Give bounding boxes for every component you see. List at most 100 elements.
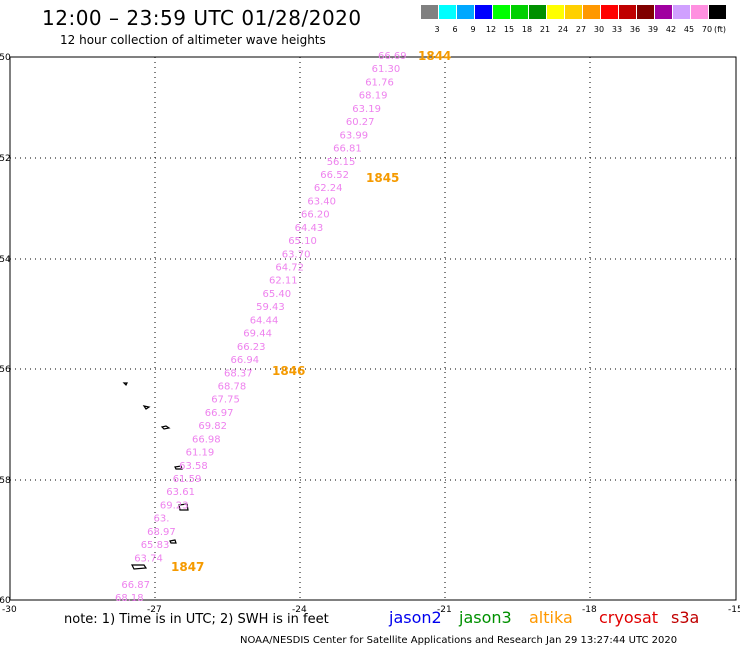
wave-height-label: 63.19 (352, 104, 381, 115)
legend-swatch (619, 5, 636, 19)
legend-swatch (457, 5, 474, 19)
legend-value: 36 (629, 25, 641, 34)
wave-height-label: 62.24 (314, 183, 343, 194)
satellite-cryosat: cryosat (599, 608, 659, 627)
wave-height-label: 68.97 (147, 527, 176, 538)
legend-swatch (709, 5, 726, 19)
wave-height-label: 66.69 (378, 51, 407, 62)
wave-height-label: 69.82 (198, 421, 227, 432)
wave-height-label: 65.83 (141, 540, 170, 551)
legend-value: 27 (575, 25, 587, 34)
wave-height-label: 61.30 (372, 64, 401, 75)
legend-swatch (529, 5, 546, 19)
map-frame (9, 56, 737, 601)
wave-height-label: 66.20 (301, 210, 330, 221)
satellite-s3a: s3a (671, 608, 700, 627)
wave-height-label: 62.11 (269, 276, 298, 287)
wave-height-label: 61.19 (186, 448, 215, 459)
wave-height-label: 63.70 (282, 249, 311, 260)
pass-number: 1847 (171, 560, 204, 574)
lon-label: -30 (2, 605, 17, 615)
satellite-jason3: jason3 (459, 608, 512, 627)
legend-swatch (565, 5, 582, 19)
legend-swatch (655, 5, 672, 19)
legend-swatch (493, 5, 510, 19)
lat-label: -50 (0, 53, 11, 63)
wave-height-label: 63.74 (134, 553, 163, 564)
pass-number: 1846 (272, 364, 305, 378)
lat-label: -54 (0, 255, 11, 265)
wave-height-label: 64.43 (295, 223, 324, 234)
wave-height-label: 63. (154, 514, 170, 525)
legend-swatch (637, 5, 654, 19)
legend-swatch (511, 5, 528, 19)
satellite-jason2: jason2 (389, 608, 442, 627)
wave-height-label: 65.40 (263, 289, 292, 300)
wave-height-label: 61.76 (365, 77, 394, 88)
lon-label: -27 (147, 605, 162, 615)
legend-value: 15 (503, 25, 515, 34)
wave-height-label: 68.78 (218, 382, 247, 393)
satellite-altika: altika (529, 608, 573, 627)
legend-value: 33 (611, 25, 623, 34)
map-subtitle: 12 hour collection of altimeter wave hei… (60, 33, 326, 47)
wave-height-label: 64.72 (275, 263, 304, 274)
lat-label: -52 (0, 154, 11, 164)
lon-label: -21 (437, 605, 452, 615)
pass-number: 1845 (366, 171, 399, 185)
wave-height-track: 66.69 61.30 61.76 68.19 63.19 60.27 63.99 66.81… (115, 51, 407, 604)
wave-height-label: 63.40 (307, 196, 336, 207)
map-title: 12:00 – 23:59 UTC 01/28/2020 (42, 6, 362, 30)
island-outlines (122, 382, 189, 570)
legend-swatch (421, 5, 438, 19)
wave-height-label: 61.59 (173, 474, 202, 485)
legend-swatch (583, 5, 600, 19)
credit-line: NOAA/NESDIS Center for Satellite Applica… (240, 635, 678, 646)
legend-swatch (439, 5, 456, 19)
legend-value: 42 (665, 25, 677, 34)
lat-label: -60 (0, 596, 11, 606)
wave-height-label: 63.61 (166, 487, 195, 498)
wave-height-label: 63.58 (179, 461, 208, 472)
wave-height-label: 69.23 (160, 501, 189, 512)
wave-height-label: 68.37 (224, 368, 253, 379)
legend-value: 3 (434, 25, 440, 34)
axis-labels: -50 -52 -54 -56 -58 -60-30 -27 -24 -21 -18 -15 (0, 53, 740, 615)
lon-label: -24 (292, 605, 307, 615)
pass-number: 1844 (418, 49, 451, 63)
lat-label: -56 (0, 365, 11, 375)
wave-height-label: 68.19 (359, 91, 388, 102)
legend-value: 21 (539, 25, 551, 34)
legend-value: 39 (647, 25, 659, 34)
legend-unit: (ft) (714, 25, 727, 34)
legend-value: 9 (470, 25, 476, 34)
wave-height-label: 68.18 (115, 593, 144, 604)
legend-value: 6 (452, 25, 458, 34)
pass-number-labels: 1844 1845 1846 1847 (171, 49, 451, 574)
legend-value: 30 (593, 25, 605, 34)
wave-height-label: 65.10 (288, 236, 317, 247)
lon-label: -15 (728, 605, 740, 615)
legend-value: 12 (485, 25, 497, 34)
legend-swatch (673, 5, 690, 19)
wave-height-label: 56.15 (327, 157, 356, 168)
legend-value: 18 (521, 25, 533, 34)
footer-note: note: 1) Time is in UTC; 2) SWH is in fe… (64, 612, 329, 627)
legend-swatch (475, 5, 492, 19)
wave-height-label: 64.44 (250, 315, 279, 326)
lon-label: -18 (582, 605, 597, 615)
wave-height-label: 66.52 (320, 170, 349, 181)
wave-height-label: 67.75 (211, 395, 240, 406)
lat-label: -58 (0, 476, 11, 486)
legend-value: 24 (557, 25, 569, 34)
legend-swatch (547, 5, 564, 19)
wave-height-label: 60.27 (346, 117, 375, 128)
wave-height-label: 66.23 (237, 342, 266, 353)
legend-value: 45 (683, 25, 695, 34)
map-gridlines (10, 57, 736, 600)
wave-height-label: 66.81 (333, 144, 362, 155)
wave-height-label: 66.94 (231, 355, 260, 366)
wave-height-label: 66.98 (192, 434, 221, 445)
legend-swatch (691, 5, 708, 19)
